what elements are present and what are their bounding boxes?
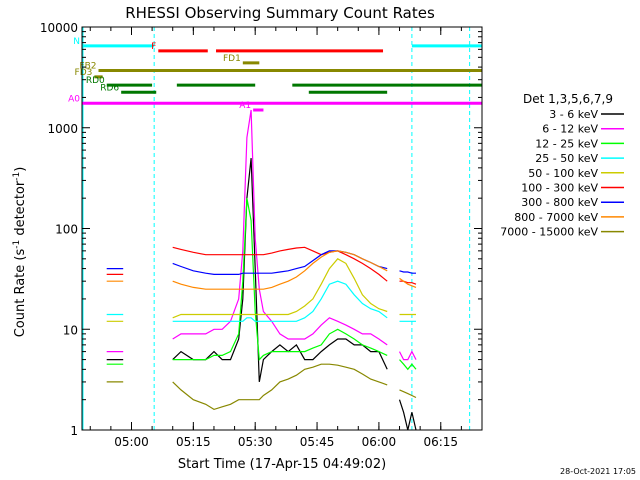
y-tick-label-4: 10000 xyxy=(40,21,78,35)
flag-label-n: N xyxy=(73,37,80,47)
flag-label-fb2: FB2 xyxy=(79,62,96,72)
x-tick-label-2: 05:30 xyxy=(238,435,273,449)
flag-label-rd0: RD0 xyxy=(86,76,105,86)
flag-label-fd3: FD3 xyxy=(75,68,93,78)
y-axis-label-sup1: -1 xyxy=(12,240,22,249)
flag-label-a0: A0 xyxy=(68,94,80,104)
legend-label-7: 800 - 7000 keV xyxy=(514,211,598,224)
series-line-5 xyxy=(106,246,417,285)
flag-label-fd1: FD1 xyxy=(223,54,241,64)
y-axis-label-sup2: -1 xyxy=(12,172,22,181)
flag-label-f: F xyxy=(151,42,156,52)
legend-label-6: 300 - 800 keV xyxy=(521,196,598,209)
x-tick-label-0: 05:00 xyxy=(114,435,149,449)
series-line-2 xyxy=(106,198,417,371)
chart-title: RHESSI Observing Summary Count Rates xyxy=(125,4,435,22)
x-tick-label-3: 05:45 xyxy=(300,435,335,449)
x-tick-label-4: 06:00 xyxy=(362,435,397,449)
y-tick-label-2: 100 xyxy=(55,223,78,237)
footer-timestamp: 28-Oct-2021 17:05 xyxy=(560,467,636,476)
x-tick-label-1: 05:15 xyxy=(176,435,211,449)
y-axis-label-mid: detector xyxy=(13,180,28,240)
legend-label-4: 50 - 100 keV xyxy=(528,167,598,180)
legend-label-2: 12 - 25 keV xyxy=(535,137,598,150)
legend-label-0: 3 - 6 keV xyxy=(549,108,598,121)
y-axis-label-end: ) xyxy=(13,167,28,172)
legend-label-3: 25 - 50 keV xyxy=(535,152,598,165)
y-tick-label-0: 1 xyxy=(70,424,78,438)
y-axis: 1 10 100 1000 10000 xyxy=(40,21,482,438)
x-tick-label-5: 06:15 xyxy=(423,435,458,449)
series-line-3 xyxy=(106,280,416,322)
legend-label-8: 7000 - 15000 keV xyxy=(500,226,598,239)
x-axis: 05:00 05:15 05:30 05:45 06:00 06:15 xyxy=(89,27,483,449)
flag-label-a1: A1 xyxy=(239,101,251,111)
y-axis-label-main: Count Rate (s xyxy=(13,249,28,338)
series-line-7 xyxy=(106,250,417,290)
y-axis-label: Count Rate (s-1 detector-1) xyxy=(12,167,28,338)
x-axis-label: Start Time (17-Apr-15 04:49:02) xyxy=(178,457,386,472)
flag-label-rd6: RD6 xyxy=(100,83,119,93)
legend-label-1: 6 - 12 keV xyxy=(542,123,598,136)
y-tick-label-3: 1000 xyxy=(47,122,78,136)
legend-label-5: 100 - 300 keV xyxy=(521,182,598,195)
series-line-4 xyxy=(106,258,416,322)
series-line-8 xyxy=(106,363,417,411)
y-tick-label-1: 10 xyxy=(63,323,78,337)
legend-title: Det 1,3,5,6,7,9 xyxy=(523,92,613,106)
